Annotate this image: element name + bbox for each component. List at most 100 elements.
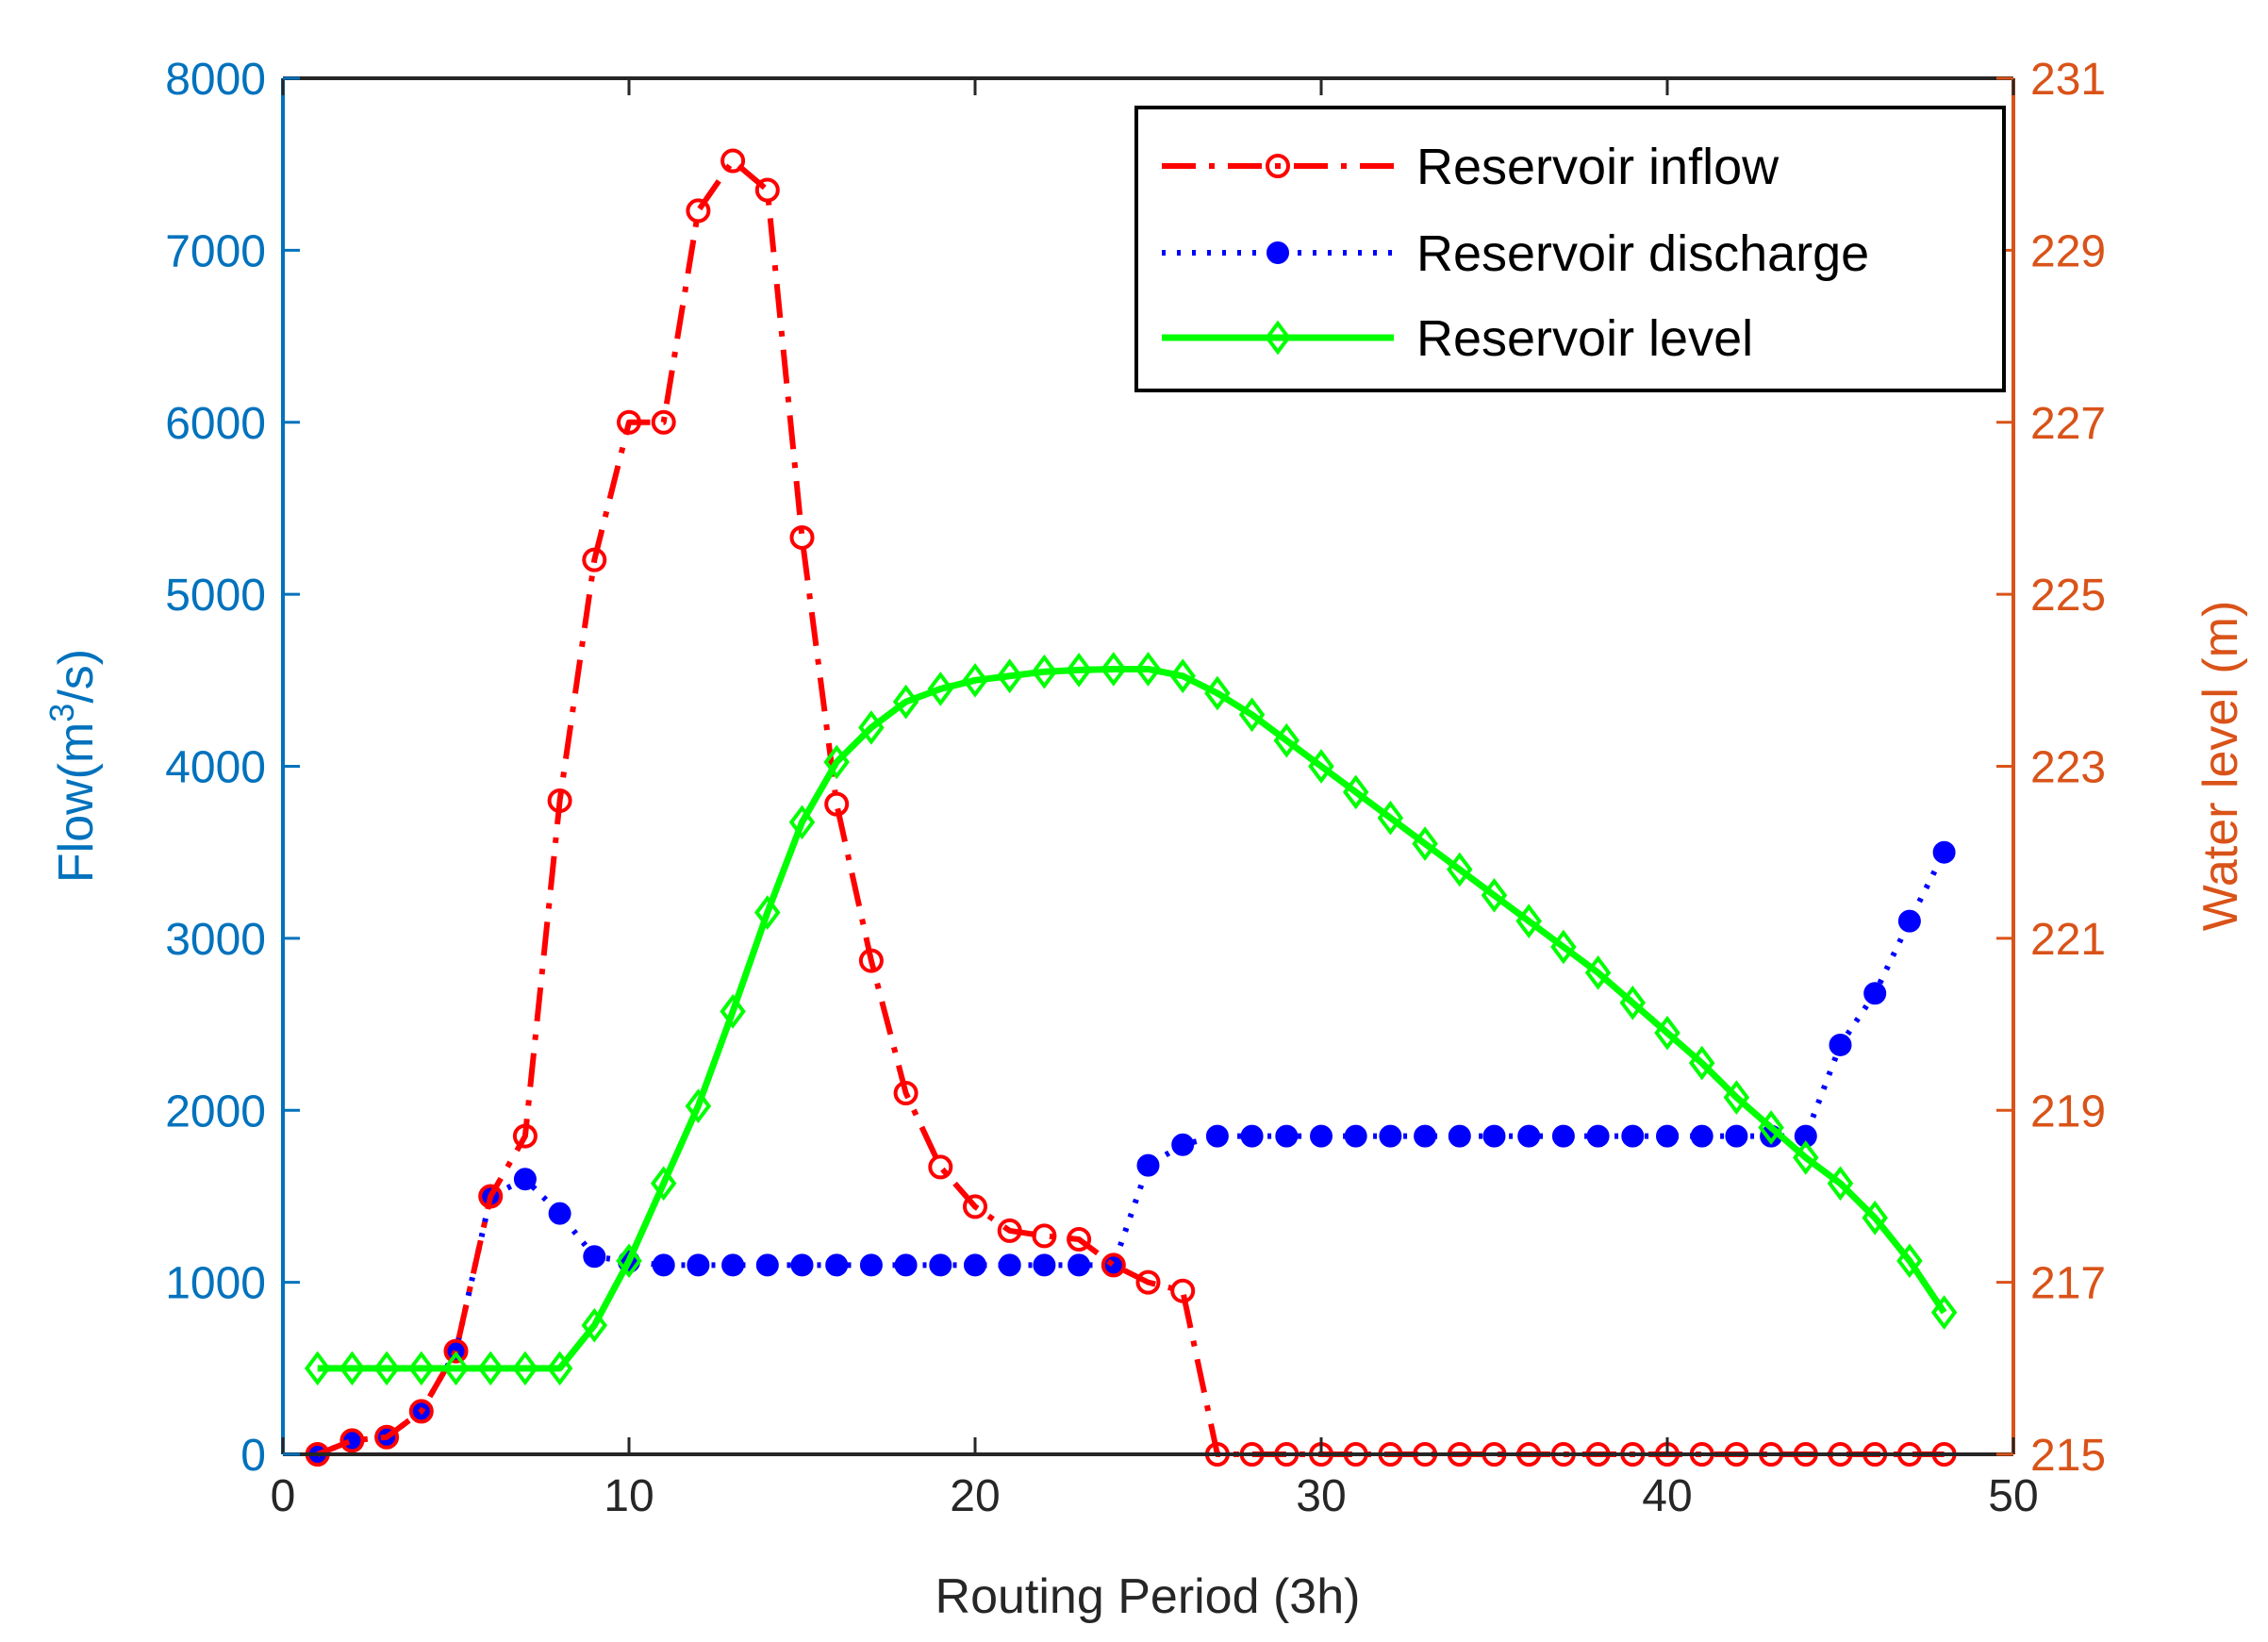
level-point [927, 672, 954, 706]
level-point [1793, 1140, 1819, 1175]
inflow-point [789, 524, 815, 550]
level-point [1342, 774, 1369, 810]
legend-discharge-marker [1266, 241, 1289, 264]
inflow-point [651, 409, 676, 435]
left-y-axis-label: Flow(m3/s) [42, 649, 104, 883]
x-tick-label: 20 [950, 1471, 1000, 1521]
discharge-point [1863, 982, 1887, 1005]
right-y-tick-label: 225 [2030, 571, 2106, 621]
right-y-tick-label: 223 [2030, 743, 2106, 793]
inflow-point [686, 198, 711, 224]
x-tick-label: 50 [1988, 1471, 2038, 1521]
level-point [1031, 654, 1058, 689]
level-point [1550, 929, 1577, 965]
discharge-point [513, 1168, 537, 1191]
level-point [996, 658, 1023, 694]
level-point [1688, 1045, 1715, 1081]
right-y-tick-label: 229 [2030, 226, 2106, 276]
level-point [1273, 722, 1300, 758]
discharge-point [894, 1253, 918, 1277]
left-y-tick-label: 6000 [165, 399, 266, 449]
legend-items: Reservoir inflow Reservoir discharge Reser… [1162, 139, 1869, 367]
legend-inflow-label: Reservoir inflow [1416, 139, 1780, 195]
discharge-point [1725, 1124, 1748, 1148]
discharge-point [1551, 1124, 1575, 1148]
discharge-point [929, 1253, 952, 1277]
discharge-point [1068, 1253, 1091, 1277]
x-tick-label: 10 [604, 1471, 654, 1521]
left-y-axis-label-post: /s) [49, 649, 104, 704]
level-point [1515, 904, 1542, 938]
level-point [1619, 985, 1647, 1020]
level-point [1101, 652, 1127, 687]
inflow-point [858, 948, 884, 973]
discharge-point [1517, 1124, 1541, 1148]
level-point [1723, 1080, 1750, 1115]
legend-level-label: Reservoir level [1416, 310, 1753, 367]
discharge-point [1033, 1253, 1056, 1277]
legend-inflow-marker [1266, 154, 1290, 178]
discharge-point [1621, 1124, 1645, 1148]
discharge-point [1205, 1124, 1229, 1148]
left-y-tick-label: 3000 [165, 915, 266, 965]
left-y-tick-label: 1000 [165, 1259, 266, 1309]
x-tick-label: 30 [1296, 1471, 1346, 1521]
inflow-point [893, 1081, 919, 1106]
discharge-point [825, 1253, 849, 1277]
series-level [304, 652, 1958, 1386]
level-point [1169, 658, 1196, 694]
inflow-point [997, 1218, 1022, 1243]
level-point [892, 684, 919, 720]
level-point [962, 662, 988, 698]
right-y-tick-label: 219 [2030, 1086, 2106, 1136]
level-point [1862, 1200, 1888, 1236]
right-y-tick-label: 221 [2030, 915, 2106, 965]
discharge-point [1448, 1124, 1471, 1148]
inflow-point [1135, 1269, 1161, 1295]
x-tick-label: 40 [1642, 1471, 1692, 1521]
discharge-point [1344, 1124, 1367, 1148]
discharge-point [1829, 1033, 1852, 1056]
x-tick-label: 0 [271, 1471, 296, 1521]
discharge-point [1275, 1124, 1299, 1148]
level-point [788, 804, 816, 840]
level-point [1238, 697, 1266, 733]
discharge-point [652, 1253, 675, 1277]
level-point [1827, 1166, 1854, 1202]
discharge-point [998, 1253, 1021, 1277]
discharge-point [721, 1253, 745, 1277]
level-point [1134, 652, 1162, 687]
discharge-point [1171, 1133, 1195, 1156]
inflow-point [478, 1184, 504, 1209]
discharge-point [859, 1253, 883, 1277]
level-point [408, 1351, 435, 1386]
inflow-point [1170, 1278, 1196, 1303]
left-y-axis-label-sup: 3 [42, 704, 81, 722]
inflow-point [1067, 1227, 1092, 1252]
inflow-point [754, 177, 780, 203]
level-point [1447, 852, 1473, 887]
inflow-point [582, 547, 607, 572]
ticks-layer: 0 10 20 30 40 50 0 1000 2000 3000 4000 5000 6000 7000… [165, 55, 2106, 1521]
inflow-point [408, 1399, 434, 1424]
discharge-point [1379, 1124, 1402, 1148]
inflow-point [720, 148, 746, 174]
right-y-tick-label: 231 [2030, 55, 2106, 105]
level-point [1584, 955, 1612, 990]
level-point [685, 1088, 712, 1124]
right-y-tick-label: 215 [2030, 1431, 2106, 1481]
level-point [823, 744, 850, 780]
series-layer [304, 148, 1958, 1467]
legend-level-marker [1265, 320, 1291, 356]
right-y-tick-label: 217 [2030, 1259, 2106, 1309]
left-y-tick-label: 0 [240, 1431, 266, 1481]
discharge-point [687, 1253, 710, 1277]
discharge-point [755, 1253, 779, 1277]
level-point [1758, 1110, 1784, 1145]
legend: Reservoir inflow Reservoir discharge Reser… [1134, 106, 2006, 392]
level-point [339, 1351, 366, 1386]
discharge-point [1414, 1124, 1437, 1148]
level-point [304, 1351, 331, 1386]
discharge-point [1656, 1124, 1679, 1148]
